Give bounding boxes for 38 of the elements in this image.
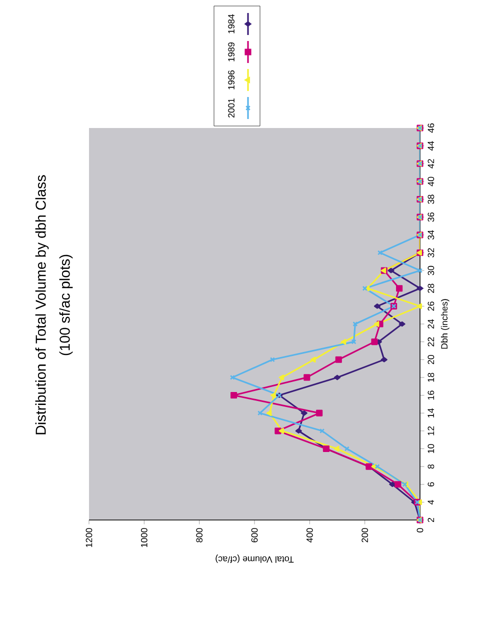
y-tick-label: 32: [428, 248, 434, 258]
y-tick-label: 20: [428, 354, 434, 364]
y-tick-label: 36: [428, 212, 434, 222]
y-tick-label: 38: [428, 194, 434, 204]
y-tick-label: 12: [428, 426, 434, 436]
y-tick-label: 34: [428, 230, 434, 240]
y-tick-label: 42: [428, 159, 434, 168]
x-tick-label: 400: [306, 528, 313, 543]
y-tick-label: 18: [428, 372, 434, 382]
x-tick-label: 200: [362, 528, 368, 542]
y-tick-label: 30: [428, 266, 434, 276]
y-tick-label: 16: [428, 390, 434, 400]
y-tick-label: 10: [428, 444, 434, 454]
text: (100 sf/ac plots): [59, 254, 73, 356]
y-tick-label: 6: [428, 482, 434, 486]
y-tick-label: 26: [428, 302, 434, 311]
y-tick-label: 22: [428, 337, 434, 346]
y-tick-label: 40: [428, 176, 434, 186]
y-tick-label: 44: [428, 141, 434, 151]
legend-label: 1984: [228, 14, 234, 34]
x-tick-label: 1000: [140, 528, 148, 548]
legend-label: 2001: [228, 98, 234, 118]
y-tick-label: 24: [428, 319, 434, 329]
x-tick-label: 600: [251, 528, 258, 542]
y-tick-label: 4: [428, 500, 434, 504]
x-tick-label: 0: [416, 528, 424, 532]
x-tick-label: 800: [196, 528, 203, 542]
y-tick-label: 8: [428, 464, 434, 469]
x-tick-label: 1200: [86, 528, 92, 548]
y-tick-label: 46: [428, 123, 434, 133]
y-tick-label: 14: [428, 408, 434, 418]
y-tick-label: 28: [428, 284, 434, 293]
x-axis-title: Total Volume (cf/ac): [216, 554, 294, 563]
legend-label: 1996: [228, 70, 234, 90]
y-tick-label: 2: [428, 518, 434, 522]
y-axis-title: Dbh (inches): [440, 299, 450, 349]
text: Distribution of Total Volume by dbh Class: [35, 175, 49, 434]
legend-label: 1989: [228, 42, 234, 62]
